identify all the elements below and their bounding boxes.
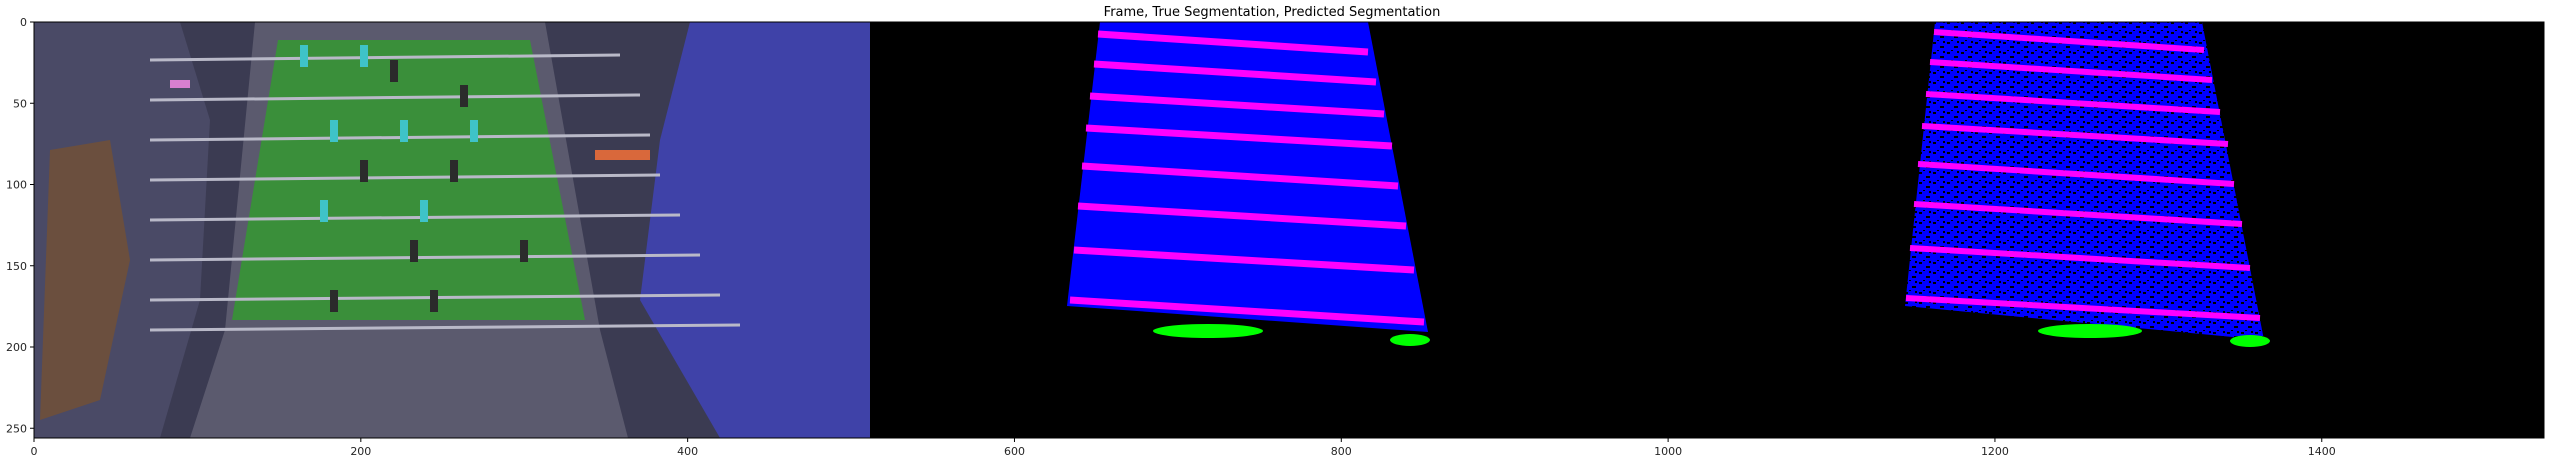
axis-ticks: 0 200 400 600 800 1000 1200 1400 0 50 100 150 200 250 xyxy=(6,16,2336,458)
x-tick-label: 800 xyxy=(1331,445,1352,458)
figure-title: Frame, True Segmentation, Predicted Segm… xyxy=(1104,5,1441,20)
x-tick-label: 1200 xyxy=(1981,445,2009,458)
axes-frame xyxy=(33,21,2545,439)
y-tick-label: 100 xyxy=(6,179,27,192)
x-tick-label: 1400 xyxy=(2308,445,2336,458)
y-tick-label: 150 xyxy=(6,260,27,273)
x-tick-label: 600 xyxy=(1004,445,1025,458)
y-tick-label: 250 xyxy=(6,422,27,435)
x-tick-label: 400 xyxy=(677,445,698,458)
frame-panel xyxy=(34,22,870,438)
x-tick-label: 1000 xyxy=(1654,445,1682,458)
predicted-segmentation-panel xyxy=(1905,22,2270,347)
y-tick-label: 50 xyxy=(13,97,27,110)
y-tick-label: 200 xyxy=(6,341,27,354)
x-tick-label: 200 xyxy=(350,445,371,458)
true-segmentation-panel xyxy=(1067,22,1430,346)
y-tick-label: 0 xyxy=(20,16,27,29)
x-tick-label: 0 xyxy=(31,445,38,458)
